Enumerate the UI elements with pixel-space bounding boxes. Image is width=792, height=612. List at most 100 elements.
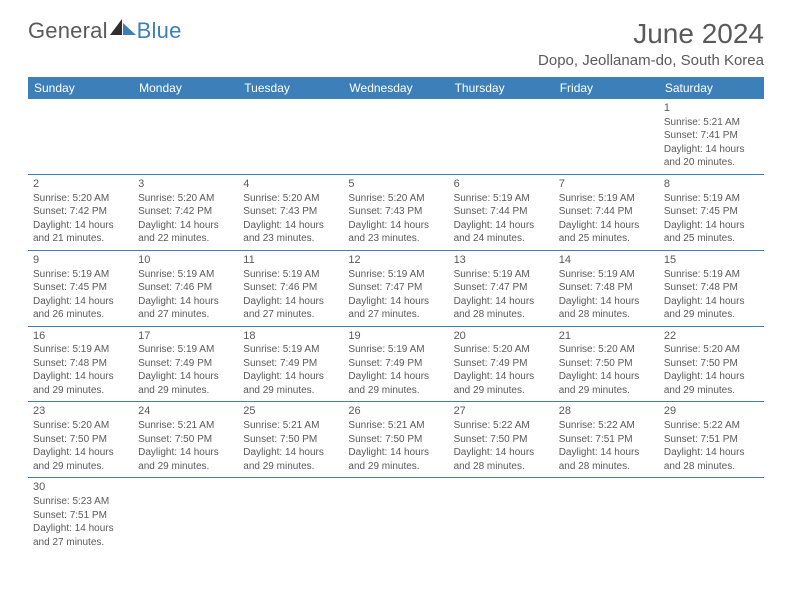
sunset-line: Sunset: 7:51 PM	[33, 509, 128, 523]
day-number: 23	[33, 404, 128, 419]
calendar-cell	[554, 99, 659, 174]
sunrise-line: Sunrise: 5:21 AM	[664, 116, 759, 130]
daylight-line: and 27 minutes.	[243, 308, 338, 322]
sunrise-line: Sunrise: 5:19 AM	[348, 268, 443, 282]
calendar-table: Sunday Monday Tuesday Wednesday Thursday…	[28, 77, 764, 553]
calendar-cell: 1Sunrise: 5:21 AMSunset: 7:41 PMDaylight…	[659, 99, 764, 174]
daylight-line: and 29 minutes.	[33, 460, 128, 474]
col-thursday: Thursday	[449, 77, 554, 99]
daylight-line: Daylight: 14 hours	[138, 370, 233, 384]
daylight-line: and 29 minutes.	[348, 384, 443, 398]
calendar-cell: 3Sunrise: 5:20 AMSunset: 7:42 PMDaylight…	[133, 174, 238, 250]
col-monday: Monday	[133, 77, 238, 99]
daylight-line: and 29 minutes.	[559, 384, 654, 398]
calendar-cell: 20Sunrise: 5:20 AMSunset: 7:49 PMDayligh…	[449, 326, 554, 402]
sunrise-line: Sunrise: 5:19 AM	[348, 343, 443, 357]
daylight-line: Daylight: 14 hours	[559, 370, 654, 384]
daylight-line: Daylight: 14 hours	[243, 219, 338, 233]
sunrise-line: Sunrise: 5:19 AM	[454, 268, 549, 282]
calendar-row: 9Sunrise: 5:19 AMSunset: 7:45 PMDaylight…	[28, 250, 764, 326]
sunset-line: Sunset: 7:50 PM	[559, 357, 654, 371]
daylight-line: and 24 minutes.	[454, 232, 549, 246]
sunset-line: Sunset: 7:41 PM	[664, 129, 759, 143]
sunrise-line: Sunrise: 5:19 AM	[243, 268, 338, 282]
day-number: 24	[138, 404, 233, 419]
day-number: 4	[243, 177, 338, 192]
calendar-cell	[238, 478, 343, 553]
daylight-line: and 29 minutes.	[664, 308, 759, 322]
day-number: 12	[348, 253, 443, 268]
sunset-line: Sunset: 7:50 PM	[664, 357, 759, 371]
calendar-cell: 6Sunrise: 5:19 AMSunset: 7:44 PMDaylight…	[449, 174, 554, 250]
col-tuesday: Tuesday	[238, 77, 343, 99]
day-number: 25	[243, 404, 338, 419]
daylight-line: Daylight: 14 hours	[454, 370, 549, 384]
calendar-cell	[449, 478, 554, 553]
sunset-line: Sunset: 7:49 PM	[243, 357, 338, 371]
daylight-line: and 20 minutes.	[664, 156, 759, 170]
day-number: 7	[559, 177, 654, 192]
daylight-line: Daylight: 14 hours	[664, 370, 759, 384]
day-number: 10	[138, 253, 233, 268]
sunset-line: Sunset: 7:44 PM	[454, 205, 549, 219]
sunrise-line: Sunrise: 5:22 AM	[454, 419, 549, 433]
day-number: 20	[454, 329, 549, 344]
daylight-line: Daylight: 14 hours	[243, 446, 338, 460]
calendar-cell: 12Sunrise: 5:19 AMSunset: 7:47 PMDayligh…	[343, 250, 448, 326]
col-wednesday: Wednesday	[343, 77, 448, 99]
calendar-cell: 7Sunrise: 5:19 AMSunset: 7:44 PMDaylight…	[554, 174, 659, 250]
sunset-line: Sunset: 7:49 PM	[454, 357, 549, 371]
sunrise-line: Sunrise: 5:19 AM	[664, 268, 759, 282]
sunset-line: Sunset: 7:50 PM	[33, 433, 128, 447]
daylight-line: Daylight: 14 hours	[138, 219, 233, 233]
calendar-cell: 21Sunrise: 5:20 AMSunset: 7:50 PMDayligh…	[554, 326, 659, 402]
calendar-cell: 13Sunrise: 5:19 AMSunset: 7:47 PMDayligh…	[449, 250, 554, 326]
calendar-cell	[343, 99, 448, 174]
sunset-line: Sunset: 7:43 PM	[348, 205, 443, 219]
sunrise-line: Sunrise: 5:20 AM	[664, 343, 759, 357]
calendar-cell	[133, 478, 238, 553]
day-number: 19	[348, 329, 443, 344]
daylight-line: Daylight: 14 hours	[559, 446, 654, 460]
calendar-cell: 30Sunrise: 5:23 AMSunset: 7:51 PMDayligh…	[28, 478, 133, 553]
sunset-line: Sunset: 7:49 PM	[138, 357, 233, 371]
calendar-cell: 25Sunrise: 5:21 AMSunset: 7:50 PMDayligh…	[238, 402, 343, 478]
day-number: 13	[454, 253, 549, 268]
daylight-line: Daylight: 14 hours	[348, 446, 443, 460]
day-number: 18	[243, 329, 338, 344]
daylight-line: Daylight: 14 hours	[664, 446, 759, 460]
daylight-line: and 26 minutes.	[33, 308, 128, 322]
daylight-line: and 22 minutes.	[138, 232, 233, 246]
sunrise-line: Sunrise: 5:20 AM	[243, 192, 338, 206]
calendar-cell: 2Sunrise: 5:20 AMSunset: 7:42 PMDaylight…	[28, 174, 133, 250]
daylight-line: and 25 minutes.	[664, 232, 759, 246]
day-number: 21	[559, 329, 654, 344]
sunset-line: Sunset: 7:50 PM	[348, 433, 443, 447]
day-number: 11	[243, 253, 338, 268]
calendar-cell	[238, 99, 343, 174]
day-number: 14	[559, 253, 654, 268]
sunset-line: Sunset: 7:46 PM	[243, 281, 338, 295]
day-number: 8	[664, 177, 759, 192]
sunrise-line: Sunrise: 5:21 AM	[348, 419, 443, 433]
daylight-line: Daylight: 14 hours	[348, 295, 443, 309]
daylight-line: and 29 minutes.	[348, 460, 443, 474]
logo-text-b: Blue	[137, 18, 182, 44]
day-header-row: Sunday Monday Tuesday Wednesday Thursday…	[28, 77, 764, 99]
day-number: 17	[138, 329, 233, 344]
daylight-line: and 29 minutes.	[243, 384, 338, 398]
sunset-line: Sunset: 7:48 PM	[559, 281, 654, 295]
day-number: 15	[664, 253, 759, 268]
sunrise-line: Sunrise: 5:19 AM	[243, 343, 338, 357]
sunrise-line: Sunrise: 5:19 AM	[559, 268, 654, 282]
daylight-line: Daylight: 14 hours	[348, 219, 443, 233]
sunset-line: Sunset: 7:50 PM	[454, 433, 549, 447]
daylight-line: Daylight: 14 hours	[243, 370, 338, 384]
calendar-cell	[449, 99, 554, 174]
day-number: 16	[33, 329, 128, 344]
day-number: 27	[454, 404, 549, 419]
daylight-line: and 25 minutes.	[559, 232, 654, 246]
daylight-line: Daylight: 14 hours	[664, 219, 759, 233]
daylight-line: and 23 minutes.	[243, 232, 338, 246]
daylight-line: and 28 minutes.	[559, 460, 654, 474]
